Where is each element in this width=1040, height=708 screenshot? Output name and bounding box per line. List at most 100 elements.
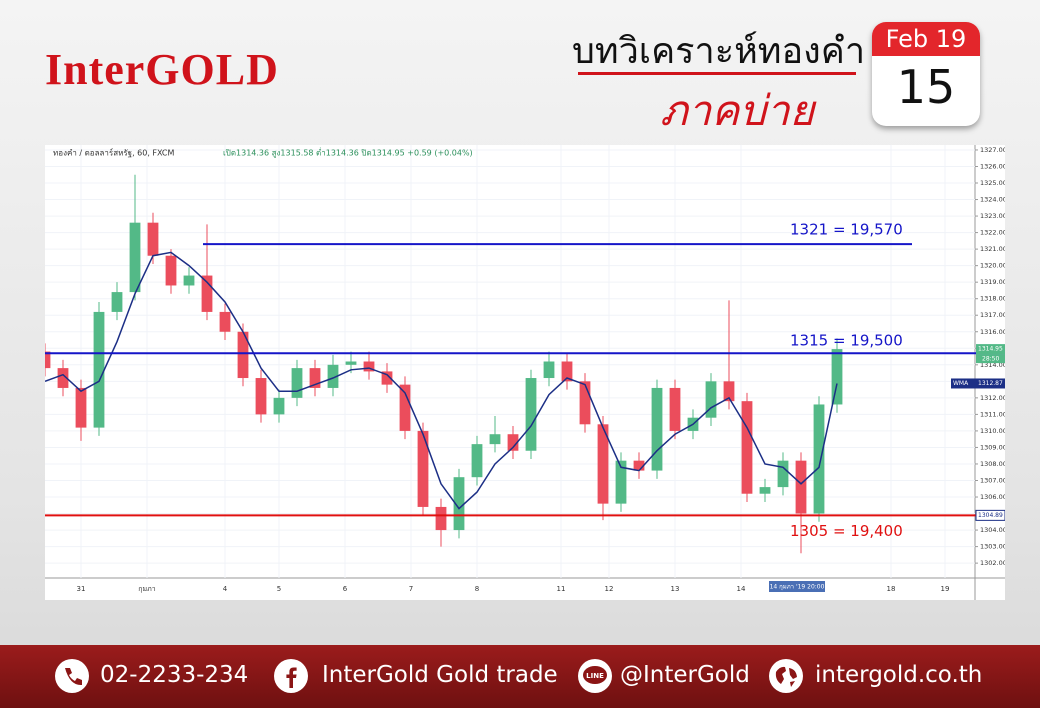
candle-body <box>201 275 213 312</box>
x-tick-label: 19 <box>941 585 950 593</box>
candle-body <box>777 460 789 488</box>
candle-body <box>219 311 231 332</box>
candle-body <box>183 275 195 286</box>
y-tick-label: 1306.00 <box>980 493 1005 501</box>
wma-badge <box>951 378 1005 389</box>
footer: 02-2233-234 InterGold Gold trade LINE @I… <box>0 645 1040 708</box>
candle-body <box>453 477 465 531</box>
y-tick-label: 1310.00 <box>980 427 1005 435</box>
candle-body <box>273 397 285 415</box>
globe-icon <box>769 659 803 693</box>
y-tick-label: 1311.00 <box>980 410 1005 418</box>
chart: ทองคำ / ดอลลาร์สหรัฐ, 60, FXCM เปิด1314.… <box>45 145 1005 600</box>
y-tick-label: 1304.00 <box>980 526 1005 534</box>
y-tick-label: 1314.00 <box>980 361 1005 369</box>
candle-body <box>327 364 339 388</box>
y-tick-label: 1324.00 <box>980 196 1005 204</box>
x-tick-label: 6 <box>343 585 348 593</box>
y-tick-label: 1319.00 <box>980 278 1005 286</box>
x-tick-label: 4 <box>223 585 228 593</box>
wma-name: WMA <box>953 380 969 387</box>
line-icon: LINE <box>578 659 612 693</box>
candle-body <box>129 222 141 293</box>
candle-body <box>435 506 447 531</box>
candle-body <box>399 384 411 431</box>
candle-body <box>381 371 393 385</box>
level-badge <box>975 509 1005 521</box>
x-tick-label: 8 <box>475 585 479 593</box>
x-tick-label: 7 <box>409 585 413 593</box>
x-tick-label: 31 <box>77 585 86 593</box>
candle-body <box>471 444 483 478</box>
title: บทวิเคราะห์ทองคำ <box>572 31 866 72</box>
candle-body <box>579 381 591 425</box>
candle-body <box>45 351 51 369</box>
candle-body <box>363 361 375 372</box>
candle-body <box>795 460 807 514</box>
calendar: Feb 19 15 <box>872 22 980 126</box>
candle-body <box>723 381 735 402</box>
x-tick-label: 5 <box>277 585 281 593</box>
wma-line <box>45 251 838 510</box>
phone-icon <box>55 659 89 693</box>
calendar-month: Feb 19 <box>872 22 980 56</box>
logo: InterGOLD <box>45 45 279 94</box>
candle-body <box>831 349 843 405</box>
y-tick-label: 1322.00 <box>980 229 1005 237</box>
candle-body <box>147 222 159 256</box>
website: intergold.co.th <box>815 662 983 688</box>
candle-body <box>705 381 717 418</box>
candle-body <box>57 368 69 388</box>
y-tick-label: 1323.00 <box>980 212 1005 220</box>
phone: 02-2233-234 <box>100 662 249 688</box>
candle-body <box>489 434 501 445</box>
y-tick-label: 1321.00 <box>980 245 1005 253</box>
y-tick-label: 1327.00 <box>980 146 1005 154</box>
level-label: 1305 = 19,400 <box>790 522 903 540</box>
candle-body <box>417 430 429 507</box>
candle-body <box>111 292 123 312</box>
last-price: 1314.95 <box>978 346 1003 353</box>
y-tick-label: 1307.00 <box>980 476 1005 484</box>
candle-body <box>741 401 753 494</box>
candle-body <box>543 361 555 379</box>
candle-body <box>93 311 105 428</box>
x-tick-label: 13 <box>671 585 680 593</box>
candle-body <box>759 487 771 494</box>
y-tick-label: 1320.00 <box>980 262 1005 270</box>
ohlc-text: เปิด1314.36 สูง1315.58 ต่ำ1314.36 ปิด131… <box>223 147 473 159</box>
candle-body <box>525 378 537 451</box>
candle-body <box>561 361 573 382</box>
plot-area <box>45 145 975 578</box>
y-tick-label: 1316.00 <box>980 328 1005 336</box>
y-tick-label: 1309.00 <box>980 443 1005 451</box>
candle-body <box>597 424 609 504</box>
x-tick-label: กุมภา <box>138 585 155 593</box>
y-tick-label: 1312.00 <box>980 394 1005 402</box>
x-tick-label: 18 <box>887 585 896 593</box>
level-label: 1321 = 19,570 <box>790 221 903 239</box>
x-tick-label: 11 <box>557 585 566 593</box>
candle-body <box>633 460 645 471</box>
x-tick-label: 14 <box>737 585 746 593</box>
subtitle: ภาคบ่าย <box>660 86 815 135</box>
svg-text:LINE: LINE <box>586 672 604 680</box>
facebook-icon <box>274 659 308 693</box>
title-underline <box>578 72 856 75</box>
y-tick-label: 1326.00 <box>980 162 1005 170</box>
candle-body <box>237 331 249 379</box>
candle-body <box>309 368 321 388</box>
line: @InterGold <box>620 662 750 688</box>
countdown-badge <box>976 354 1005 364</box>
candle-body <box>651 387 663 471</box>
candle-body <box>75 387 87 428</box>
candle-body <box>813 404 825 514</box>
facebook: InterGold Gold trade <box>322 662 558 688</box>
candle-body <box>507 434 519 451</box>
candle-body <box>255 378 267 415</box>
y-tick-label: 1318.00 <box>980 295 1005 303</box>
y-tick-label: 1325.00 <box>980 179 1005 187</box>
candle-body <box>345 361 357 365</box>
level-label: 1315 = 19,500 <box>790 332 903 350</box>
